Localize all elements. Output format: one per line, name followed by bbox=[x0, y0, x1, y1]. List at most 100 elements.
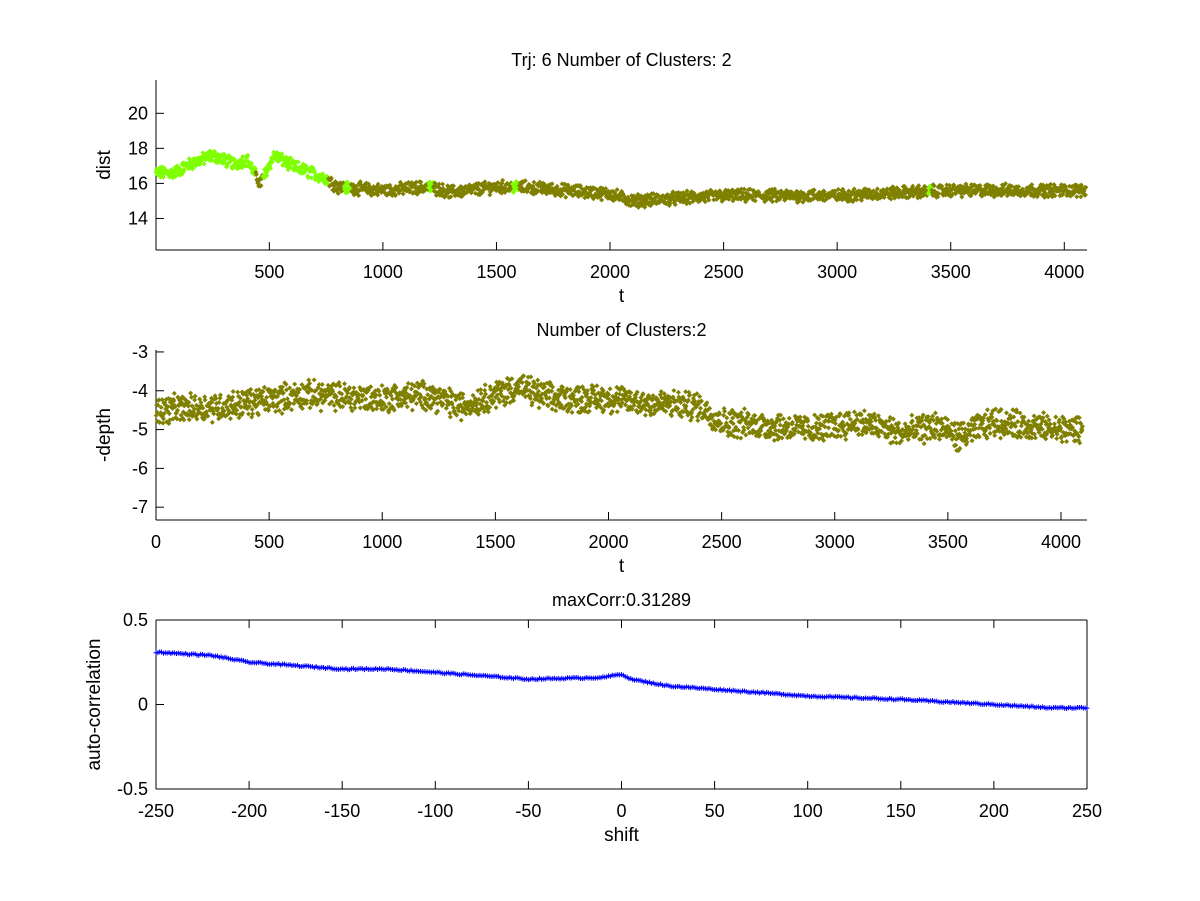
data-point bbox=[793, 426, 799, 432]
data-point bbox=[757, 432, 763, 438]
data-point bbox=[252, 165, 258, 171]
data-point bbox=[607, 386, 613, 392]
data-point bbox=[549, 388, 555, 394]
data-point bbox=[894, 440, 900, 446]
data-point bbox=[948, 428, 954, 434]
data-point bbox=[976, 434, 982, 440]
data-point bbox=[357, 405, 363, 411]
data-point bbox=[658, 389, 664, 395]
data-point bbox=[283, 381, 289, 387]
data-point bbox=[874, 425, 880, 431]
data-point bbox=[307, 380, 313, 386]
data-point bbox=[920, 412, 926, 418]
data-point bbox=[560, 384, 566, 390]
data-point bbox=[363, 396, 369, 402]
data-point bbox=[236, 399, 242, 405]
data-point bbox=[470, 392, 476, 398]
data-point bbox=[253, 172, 259, 178]
data-point bbox=[436, 181, 442, 187]
data-point bbox=[772, 423, 778, 429]
data-point bbox=[447, 414, 453, 420]
data-point bbox=[927, 436, 933, 442]
data-point bbox=[421, 381, 427, 387]
data-point bbox=[826, 418, 832, 424]
data-point bbox=[458, 417, 464, 423]
data-point bbox=[545, 403, 551, 409]
data-point bbox=[404, 384, 410, 390]
data-point bbox=[379, 383, 385, 389]
data-point bbox=[353, 183, 359, 189]
data-point bbox=[591, 387, 597, 393]
data-point bbox=[535, 377, 541, 383]
data-point bbox=[400, 191, 406, 197]
data-point bbox=[1044, 413, 1050, 419]
data-point bbox=[483, 391, 489, 397]
data-point bbox=[209, 419, 215, 425]
data-point bbox=[425, 392, 431, 398]
data-point bbox=[817, 426, 823, 432]
chart-title: Number of Clusters:2 bbox=[536, 320, 706, 340]
data-point bbox=[316, 382, 322, 388]
data-point bbox=[570, 392, 576, 398]
data-point bbox=[339, 391, 345, 397]
data-point bbox=[403, 390, 409, 396]
data-point bbox=[779, 435, 785, 441]
data-point bbox=[1048, 182, 1054, 188]
data-point bbox=[160, 416, 166, 422]
data-point bbox=[279, 410, 285, 416]
data-point bbox=[984, 407, 990, 413]
data-point bbox=[293, 393, 299, 399]
data-point bbox=[964, 436, 970, 442]
data-point bbox=[186, 399, 192, 405]
x-tick-label: 2000 bbox=[590, 262, 630, 282]
data-point bbox=[265, 408, 271, 414]
data-point bbox=[758, 428, 764, 434]
data-point bbox=[993, 406, 999, 412]
data-point bbox=[478, 387, 484, 393]
data-point bbox=[335, 190, 341, 196]
data-point bbox=[811, 187, 817, 193]
data-point bbox=[161, 410, 167, 416]
data-point bbox=[729, 407, 735, 413]
data-point bbox=[482, 387, 488, 393]
data-point bbox=[536, 388, 542, 394]
data-point bbox=[435, 408, 441, 414]
data-point bbox=[730, 421, 736, 427]
data-point bbox=[230, 394, 236, 400]
data-point bbox=[460, 391, 466, 397]
data-point bbox=[851, 409, 857, 415]
data-point bbox=[939, 416, 945, 422]
data-point bbox=[389, 396, 395, 402]
data-point bbox=[1058, 425, 1064, 431]
data-point bbox=[391, 407, 397, 413]
data-point bbox=[507, 182, 513, 188]
data-point bbox=[359, 398, 365, 404]
x-axis-label: shift bbox=[604, 825, 640, 846]
data-point bbox=[259, 393, 265, 399]
data-point bbox=[766, 420, 772, 426]
data-point bbox=[1052, 425, 1058, 431]
data-point bbox=[174, 407, 180, 413]
data-point bbox=[741, 186, 747, 192]
data-point bbox=[245, 152, 251, 158]
data-point bbox=[740, 190, 746, 196]
data-point bbox=[405, 380, 411, 386]
data-point bbox=[1003, 410, 1009, 416]
data-point bbox=[280, 390, 286, 396]
data-point bbox=[813, 420, 819, 426]
data-point bbox=[812, 412, 818, 418]
data-point bbox=[603, 186, 609, 192]
data-point bbox=[1029, 435, 1035, 441]
data-point bbox=[1002, 181, 1008, 187]
data-point bbox=[158, 404, 164, 410]
data-point bbox=[156, 397, 162, 403]
data-point bbox=[584, 391, 590, 397]
data-point bbox=[584, 401, 590, 407]
data-point bbox=[1064, 439, 1070, 445]
data-point bbox=[541, 400, 547, 406]
data-point bbox=[671, 388, 677, 394]
data-point bbox=[478, 390, 484, 396]
data-point bbox=[642, 204, 648, 210]
data-point bbox=[800, 423, 806, 429]
data-point bbox=[205, 413, 211, 419]
